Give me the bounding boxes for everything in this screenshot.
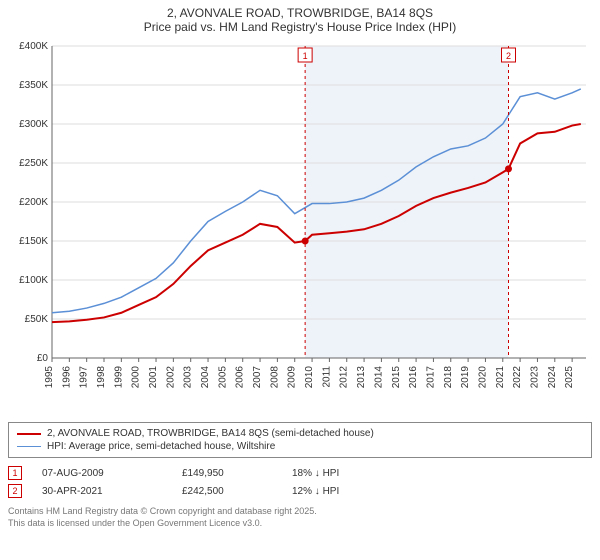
svg-text:£50K: £50K	[25, 314, 49, 325]
svg-text:2014: 2014	[373, 366, 384, 389]
svg-text:1: 1	[303, 51, 308, 61]
svg-text:£350K: £350K	[19, 80, 48, 91]
svg-text:2023: 2023	[529, 366, 540, 389]
line-chart-svg: £0 £50K £100K £150K £200K £250K £300K £350K £400…	[8, 38, 592, 418]
svg-text:1998: 1998	[96, 366, 107, 389]
svg-text:2008: 2008	[269, 366, 280, 389]
svg-text:2011: 2011	[321, 366, 332, 388]
svg-text:£400K: £400K	[19, 41, 48, 52]
svg-text:2003: 2003	[183, 366, 194, 389]
svg-text:2005: 2005	[217, 366, 228, 389]
legend: 2, AVONVALE ROAD, TROWBRIDGE, BA14 8QS (…	[8, 422, 592, 458]
sales-table: 1 07-AUG-2009 £149,950 18% ↓ HPI 2 30-AP…	[8, 464, 592, 500]
svg-text:2020: 2020	[477, 366, 488, 389]
table-row: 2 30-APR-2021 £242,500 12% ↓ HPI	[8, 482, 592, 500]
sale-marker-num: 1	[12, 468, 17, 478]
svg-text:2024: 2024	[547, 366, 558, 389]
sale-marker-icon: 1	[8, 466, 22, 480]
legend-item: HPI: Average price, semi-detached house,…	[17, 440, 583, 453]
svg-text:1999: 1999	[113, 366, 124, 389]
svg-text:2016: 2016	[408, 366, 419, 389]
svg-text:2006: 2006	[235, 366, 246, 389]
legend-label: HPI: Average price, semi-detached house,…	[47, 441, 275, 452]
svg-text:2018: 2018	[443, 366, 454, 389]
chart-container: 2, AVONVALE ROAD, TROWBRIDGE, BA14 8QS P…	[0, 0, 600, 560]
legend-item: 2, AVONVALE ROAD, TROWBRIDGE, BA14 8QS (…	[17, 427, 583, 440]
svg-text:£150K: £150K	[19, 236, 48, 247]
svg-text:1996: 1996	[61, 366, 72, 389]
svg-text:2002: 2002	[165, 366, 176, 389]
svg-text:2001: 2001	[148, 366, 159, 389]
svg-text:1995: 1995	[44, 366, 55, 389]
sale-marker-num: 2	[12, 486, 17, 496]
legend-swatch	[17, 433, 41, 435]
svg-text:2015: 2015	[391, 366, 402, 389]
table-row: 1 07-AUG-2009 £149,950 18% ↓ HPI	[8, 464, 592, 482]
svg-text:£0: £0	[37, 353, 49, 364]
sale-date: 07-AUG-2009	[42, 468, 162, 479]
svg-text:2025: 2025	[564, 366, 575, 389]
sale-marker-icon: 2	[8, 484, 22, 498]
svg-text:2019: 2019	[460, 366, 471, 389]
svg-text:2: 2	[506, 51, 511, 61]
svg-text:£250K: £250K	[19, 158, 48, 169]
legend-swatch	[17, 446, 41, 447]
sale-diff: 18% ↓ HPI	[292, 468, 382, 479]
footer: Contains HM Land Registry data © Crown c…	[8, 506, 592, 529]
svg-text:£200K: £200K	[19, 197, 48, 208]
svg-text:2000: 2000	[131, 366, 142, 389]
svg-text:2017: 2017	[425, 366, 436, 389]
svg-text:2021: 2021	[495, 366, 506, 389]
sale-price: £242,500	[182, 486, 272, 497]
sale-date: 30-APR-2021	[42, 486, 162, 497]
title-line1: 2, AVONVALE ROAD, TROWBRIDGE, BA14 8QS	[8, 6, 592, 20]
footer-line2: This data is licensed under the Open Gov…	[8, 518, 592, 530]
svg-text:2012: 2012	[339, 366, 350, 389]
svg-text:£300K: £300K	[19, 119, 48, 130]
sale-price: £149,950	[182, 468, 272, 479]
svg-text:2022: 2022	[512, 366, 523, 389]
title-block: 2, AVONVALE ROAD, TROWBRIDGE, BA14 8QS P…	[8, 6, 592, 34]
svg-text:2013: 2013	[356, 366, 367, 389]
legend-label: 2, AVONVALE ROAD, TROWBRIDGE, BA14 8QS (…	[47, 428, 374, 439]
svg-text:2010: 2010	[304, 366, 315, 389]
chart-area: £0 £50K £100K £150K £200K £250K £300K £350K £400…	[8, 38, 592, 418]
svg-text:1997: 1997	[79, 366, 90, 389]
svg-text:2009: 2009	[287, 366, 298, 389]
title-line2: Price paid vs. HM Land Registry's House …	[8, 20, 592, 34]
svg-text:2007: 2007	[252, 366, 263, 389]
sale-diff: 12% ↓ HPI	[292, 486, 382, 497]
footer-line1: Contains HM Land Registry data © Crown c…	[8, 506, 592, 518]
svg-text:2004: 2004	[200, 366, 211, 389]
svg-text:£100K: £100K	[19, 275, 48, 286]
